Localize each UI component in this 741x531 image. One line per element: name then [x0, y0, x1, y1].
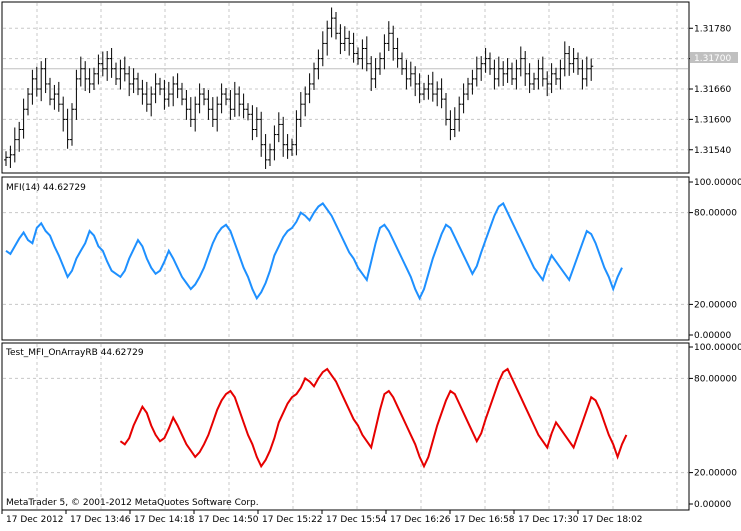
price-tick-label: 1.31660 [694, 85, 731, 95]
price-tick-label: 1.31780 [694, 24, 731, 34]
indicator-tick-label: 80.00000 [694, 209, 737, 219]
mfi-window-frame [1, 176, 690, 341]
indicator-tick-label: 80.00000 [694, 374, 737, 384]
indicator-tick-label: 0.00000 [694, 331, 731, 341]
price-tick-label: 1.31540 [694, 146, 731, 156]
time-axis: 17 Dec 2012 17 Dec 13:46 17 Dec 14:18 17 De… [1, 510, 643, 525]
price-window-frame [1, 1, 690, 174]
mfi-window[interactable]: MFI(14) 44.62729 100.00000 80.00000 20.000… [1, 176, 741, 341]
time-tick-label: 17 Dec 15:22 [262, 515, 323, 525]
price-tick-label: 1.31600 [694, 115, 731, 125]
indicator-tick-label: 20.00000 [694, 469, 737, 479]
indicator-tick-label: 100.00000 [694, 178, 741, 188]
mfi-rb-axis: 100.00000 80.00000 20.00000 0.00000 [689, 343, 741, 510]
time-tick-label: 17 Dec 15:54 [326, 515, 387, 525]
mfi-rb-grid [3, 344, 688, 509]
copyright-text: MetaTrader 5, © 2001-2012 MetaQuotes Sof… [6, 498, 259, 508]
mfi-line [5, 201, 623, 301]
time-tick-label: 17 Dec 14:50 [198, 515, 259, 525]
time-tick-label: 17 Dec 2012 [6, 515, 64, 525]
price-bars [4, 7, 594, 169]
mfi-rb-window[interactable]: Test_MFI_OnArrayRB 44.62729 MetaTrader 5… [1, 342, 741, 511]
mfi-rb-title: Test_MFI_OnArrayRB 44.62729 [5, 348, 144, 358]
mfi-title: MFI(14) 44.62729 [6, 183, 86, 193]
current-price-label: 1.31700 [694, 54, 731, 64]
current-price-label-bg [690, 52, 738, 63]
time-tick-label: 17 Dec 17:30 [518, 515, 579, 525]
indicator-tick-label: 100.00000 [694, 343, 741, 353]
mfi-rb-window-frame [1, 342, 690, 511]
time-tick-label: 17 Dec 14:18 [134, 515, 195, 525]
mfi-rb-line [119, 367, 628, 469]
time-tick-label: 17 Dec 16:58 [454, 515, 515, 525]
mfi-axis: 100.00000 80.00000 20.00000 0.00000 [689, 178, 741, 341]
time-tick-label: 17 Dec 16:26 [390, 515, 451, 525]
indicator-tick-label: 20.00000 [694, 300, 737, 310]
indicator-tick-label: 0.00000 [694, 500, 731, 510]
time-tick-label: 17 Dec 18:02 [582, 515, 643, 525]
time-tick-label: 17 Dec 13:46 [70, 515, 131, 525]
